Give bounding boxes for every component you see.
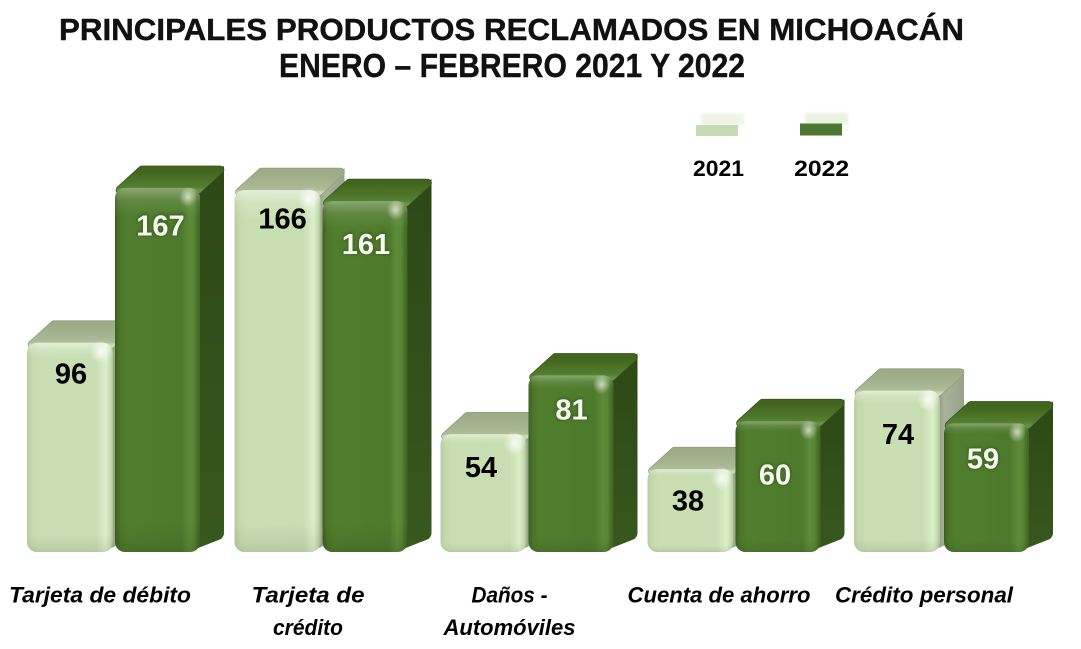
svg-text:Cuenta de ahorro: Cuenta de ahorro bbox=[628, 583, 811, 608]
svg-text:2021: 2021 bbox=[693, 156, 744, 181]
svg-text:59: 59 bbox=[967, 444, 999, 476]
svg-text:Crédito personal: Crédito personal bbox=[835, 583, 1014, 608]
svg-text:60: 60 bbox=[759, 459, 791, 491]
svg-text:Tarjeta de débito: Tarjeta de débito bbox=[9, 583, 191, 608]
svg-text:74: 74 bbox=[882, 419, 914, 451]
svg-text:60: 60 bbox=[759, 459, 791, 491]
svg-text:166: 166 bbox=[258, 204, 306, 236]
svg-text:crédito: crédito bbox=[273, 615, 343, 640]
svg-text:Daños -: Daños - bbox=[472, 583, 548, 608]
svg-text:96: 96 bbox=[55, 359, 87, 391]
svg-text:161: 161 bbox=[342, 229, 390, 261]
svg-text:ENERO – FEBRERO 2021 Y 2022: ENERO – FEBRERO 2021 Y 2022 bbox=[279, 47, 745, 84]
svg-text:81: 81 bbox=[555, 394, 587, 426]
svg-text:167: 167 bbox=[136, 210, 184, 242]
svg-text:161: 161 bbox=[342, 229, 390, 261]
svg-text:167: 167 bbox=[136, 211, 184, 243]
svg-text:81: 81 bbox=[555, 394, 587, 426]
svg-text:Tarjeta de: Tarjeta de bbox=[252, 583, 365, 608]
svg-text:Automóviles: Automóviles bbox=[443, 615, 576, 640]
svg-text:PRINCIPALES PRODUCTOS RECLAMAD: PRINCIPALES PRODUCTOS RECLAMADOS EN MICH… bbox=[59, 12, 964, 47]
svg-text:38: 38 bbox=[672, 486, 704, 518]
svg-text:59: 59 bbox=[967, 443, 999, 475]
svg-text:54: 54 bbox=[465, 452, 497, 484]
svg-text:2022: 2022 bbox=[794, 156, 849, 181]
